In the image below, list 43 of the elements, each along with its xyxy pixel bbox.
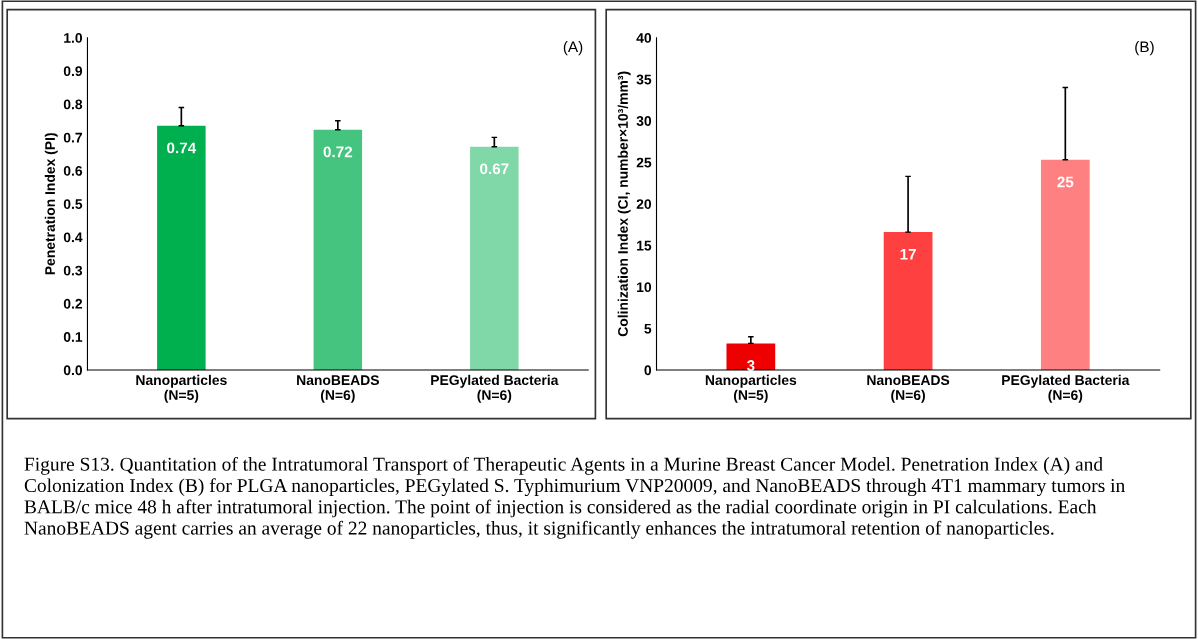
y-tick-label: 30 bbox=[636, 116, 652, 126]
y-tick-label: 0 bbox=[644, 365, 652, 376]
annotation: (B) bbox=[1135, 41, 1154, 56]
data-label: 0.67 bbox=[480, 163, 509, 175]
y-tick-label: 0.2 bbox=[63, 298, 83, 309]
data-label: 17 bbox=[900, 248, 916, 260]
data-label: 25 bbox=[1057, 176, 1074, 188]
x-tick-label: Nanoparticles (N=5) bbox=[136, 374, 227, 403]
data-label: 0.74 bbox=[167, 142, 197, 154]
y-tick-label: 25 bbox=[636, 157, 652, 168]
y-tick-label: 5 bbox=[644, 323, 652, 334]
x-tick-label: Nanoparticles (N=5) bbox=[705, 374, 797, 403]
data-label: 0.72 bbox=[323, 146, 353, 158]
y-axis-title: Colinization Index (CI, number×10³/mm³) bbox=[617, 71, 631, 337]
caption: Figure S13. Quantitation of the Intratumoral Transport of Therapeutic Agents in a Murine Breast Cancer Model. Penetration Index (A) and Colonization Index (B) for PLGA nanoparticles, PEGylated S. Typhimurium VNP20009, and NanoBEADS through 4T1 mammary tumors in BALB/c mice 48 h after intratumoral injection. The point of injection is considered as the radial coordinate origin in PI calculations. Each NanoBEADS agent carries an average of 22 nanoparticles, thus, it significantly enhances the intratumoral retention of nanoparticles. bbox=[24, 456, 1125, 539]
y-tick-label: 0.7 bbox=[63, 132, 82, 143]
y-tick-label: 0.8 bbox=[63, 99, 83, 110]
x-tick-label: NanoBEADS (N=6) bbox=[297, 375, 379, 403]
y-tick-label: 35 bbox=[636, 74, 652, 85]
data-label: 3 bbox=[746, 360, 755, 371]
bar bbox=[1040, 159, 1090, 370]
x-tick-label: PEGylated Bacteria (N=6) bbox=[431, 374, 559, 403]
bar bbox=[470, 146, 519, 370]
y-tick-label: 0.0 bbox=[63, 365, 83, 376]
bar bbox=[313, 129, 363, 370]
y-tick-label: 40 bbox=[636, 33, 652, 43]
annotation: (A) bbox=[563, 41, 583, 56]
y-tick-label: 15 bbox=[637, 240, 652, 251]
y-axis-title: Penetration Index (PI) bbox=[44, 133, 58, 275]
y-tick-label: 0.6 bbox=[63, 165, 83, 176]
y-tick-label: 0.5 bbox=[63, 199, 83, 210]
y-tick-label: 0.4 bbox=[63, 232, 83, 243]
y-tick-label: 10 bbox=[637, 282, 652, 293]
y-tick-label: 0.1 bbox=[63, 332, 83, 342]
bar bbox=[883, 232, 933, 370]
y-tick-label: 20 bbox=[636, 199, 652, 210]
x-tick-label: PEGylated Bacteria (N=6) bbox=[1002, 374, 1130, 403]
y-tick-label: 0.3 bbox=[63, 265, 83, 276]
y-tick-label: 0.9 bbox=[63, 66, 83, 77]
bar bbox=[726, 343, 776, 370]
y-tick-label: 1.0 bbox=[64, 33, 83, 43]
bar bbox=[157, 125, 206, 370]
x-tick-label: NanoBEADS (N=6) bbox=[867, 375, 950, 403]
